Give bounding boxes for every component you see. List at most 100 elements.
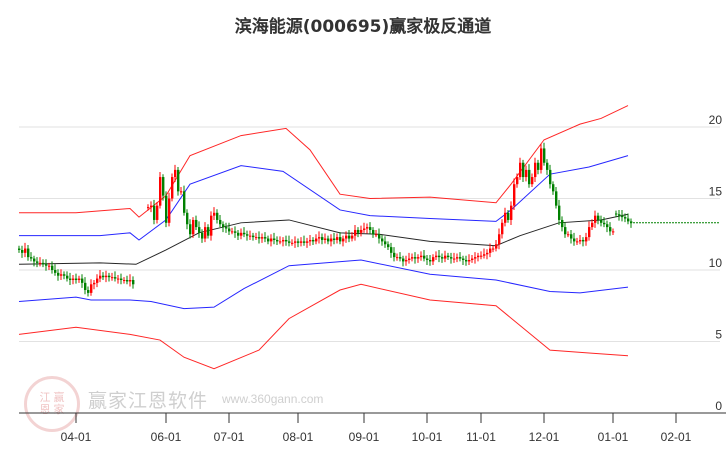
candle-body: [192, 219, 195, 235]
candle-body: [129, 280, 132, 282]
x-tick-label: 11-01: [466, 430, 496, 444]
chart-title: 滨海能源(000695)赢家极反通道: [234, 17, 492, 37]
candle-body: [360, 229, 363, 233]
candle-body: [297, 241, 300, 243]
candle-body: [414, 257, 417, 259]
candle-body: [501, 222, 504, 235]
candle-body: [495, 244, 498, 249]
candle-body: [348, 235, 351, 239]
candle-body: [312, 239, 315, 242]
candle-body: [240, 232, 243, 236]
candle-body: [282, 239, 285, 242]
candle-body: [486, 252, 489, 255]
candle-body: [624, 217, 627, 219]
candle-body: [522, 162, 525, 178]
candle-body: [528, 169, 531, 185]
candle-body: [378, 234, 381, 239]
candle-body: [156, 205, 159, 220]
candle-body: [219, 219, 222, 225]
candle-body: [450, 257, 453, 259]
candle-body: [255, 237, 258, 239]
x-tick-label: 12-01: [529, 430, 560, 444]
candle-body: [69, 278, 72, 281]
candle-body: [384, 241, 387, 245]
candle-body: [90, 284, 93, 293]
candle-body: [354, 229, 357, 236]
candle-body: [285, 239, 288, 242]
candle-body: [234, 231, 237, 233]
candle-body: [483, 254, 486, 256]
candle-body: [51, 265, 54, 270]
candle-body: [45, 264, 48, 266]
candle-body: [273, 238, 276, 240]
candle-body: [396, 257, 399, 259]
candle-body: [225, 227, 228, 229]
candle-body: [279, 241, 282, 243]
candle-body: [621, 215, 624, 218]
candle-body: [471, 258, 474, 260]
band-upper-inner: [19, 155, 629, 241]
candle-body: [585, 237, 588, 242]
candle-body: [150, 205, 153, 208]
candle-body: [582, 239, 585, 242]
candle-body: [171, 177, 174, 199]
candle-body: [210, 215, 213, 236]
candle-body: [447, 255, 450, 258]
candle-body: [390, 247, 393, 253]
candle-body: [114, 277, 117, 279]
candle-body: [576, 241, 579, 243]
candle-body: [303, 241, 306, 243]
candle-body: [381, 238, 384, 242]
watermark-url: www.360gann.com: [222, 392, 324, 406]
candle-body: [24, 248, 27, 253]
band-lower-inner: [18, 259, 629, 310]
candle-body: [504, 212, 507, 223]
candle-body: [435, 255, 438, 258]
candle-body: [387, 244, 390, 248]
candle-body: [591, 222, 594, 228]
candle-body: [66, 275, 69, 279]
candle-body: [465, 259, 468, 262]
candle-body: [54, 270, 57, 273]
x-tick-label: 10-01: [412, 430, 443, 444]
candle-body: [246, 234, 249, 236]
x-tick-label: 04-01: [61, 430, 92, 444]
candle-body: [60, 274, 63, 276]
candle-body: [453, 258, 456, 260]
y-tick-label: 10: [709, 256, 723, 270]
candle-body: [525, 169, 528, 178]
candle-body: [441, 257, 444, 259]
candle-body: [438, 255, 441, 258]
x-tick-label: 09-01: [349, 430, 380, 444]
x-tick-label: 02-01: [661, 430, 692, 444]
candle-body: [33, 258, 36, 262]
candle-body: [477, 255, 480, 258]
y-tick-label: 15: [709, 185, 723, 199]
candle-body: [294, 241, 297, 243]
candle-body: [216, 212, 219, 220]
candle-body: [432, 257, 435, 262]
candle-body: [630, 221, 633, 223]
candle-body: [549, 169, 552, 185]
candle-body: [531, 177, 534, 185]
candle-body: [159, 177, 162, 206]
candle-body: [363, 228, 366, 230]
candle-body: [510, 205, 513, 220]
x-tick-label: 07-01: [214, 430, 245, 444]
candle-body: [492, 248, 495, 250]
candle-body: [324, 238, 327, 240]
candle-body: [30, 257, 33, 259]
candle-body: [393, 252, 396, 258]
candle-body: [153, 205, 156, 220]
candle-body: [270, 238, 273, 242]
candle-body: [84, 282, 87, 291]
candle-body: [78, 278, 81, 281]
candle-body: [222, 224, 225, 228]
candle-body: [573, 238, 576, 242]
candle-body: [39, 262, 42, 264]
candle-body: [108, 275, 111, 278]
candle-body: [249, 235, 252, 237]
candle-body: [558, 205, 561, 220]
candle-body: [399, 257, 402, 259]
